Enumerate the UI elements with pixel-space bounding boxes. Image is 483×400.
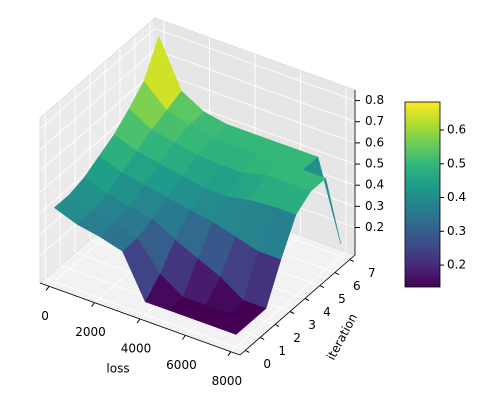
y-tick <box>259 337 265 340</box>
grid-line <box>230 251 347 353</box>
x-tick-label: 0 <box>41 309 49 323</box>
x-axis-label: loss <box>106 362 129 376</box>
z-tick-label: 0.7 <box>365 114 384 128</box>
x-tick <box>182 335 186 340</box>
y-tick <box>245 350 250 353</box>
x-tick-label: 8000 <box>212 374 243 388</box>
colorbar-tick-label: 0.5 <box>447 156 466 170</box>
x-tick <box>136 318 141 324</box>
grid-line <box>39 28 156 129</box>
colorbar-tick-label: 0.4 <box>447 190 466 204</box>
z-tick-label: 0.8 <box>365 93 384 107</box>
colorbar-tick-label: 0.3 <box>447 224 466 238</box>
x-tick <box>227 351 232 357</box>
colorbar <box>404 101 441 288</box>
y-tick-label: 6 <box>353 279 361 293</box>
x-tick-label: 4000 <box>121 342 152 356</box>
grid-line <box>154 28 356 102</box>
x-tick <box>91 302 95 307</box>
z-tick-label: 0.3 <box>365 199 384 213</box>
y-tick <box>334 272 340 275</box>
z-tick-label: 0.4 <box>365 178 384 192</box>
x-tick-label: 6000 <box>166 358 197 372</box>
surface-patch <box>212 313 252 335</box>
y-tick <box>289 311 295 314</box>
z-tick-label: 0.2 <box>365 220 384 234</box>
y-tick <box>304 298 310 301</box>
grid-line <box>154 70 356 144</box>
grid-line <box>39 49 156 151</box>
y-tick-label: 1 <box>278 344 286 358</box>
grid-line <box>45 278 246 351</box>
y-tick-label: 0 <box>263 357 271 371</box>
y-tick-label: 7 <box>368 266 376 280</box>
z-tick-label: 0.5 <box>365 157 384 171</box>
grid-line <box>39 70 156 172</box>
y-tick-label: 3 <box>308 318 316 332</box>
colorbar-tick-label: 0.2 <box>447 258 466 272</box>
z-tick-label: 0.6 <box>365 135 384 149</box>
y-tick-label: 4 <box>323 305 331 319</box>
y-tick <box>319 285 325 288</box>
y-tick-label: 2 <box>293 331 301 345</box>
x-tick-label: 2000 <box>75 325 106 339</box>
y-tick <box>274 324 280 327</box>
x-tick <box>45 285 50 291</box>
grid-line <box>154 49 356 123</box>
y-tick-label: 5 <box>338 292 346 306</box>
colorbar-tick-label: 0.6 <box>447 123 466 137</box>
y-tick <box>349 259 354 262</box>
axis-line <box>239 254 356 356</box>
